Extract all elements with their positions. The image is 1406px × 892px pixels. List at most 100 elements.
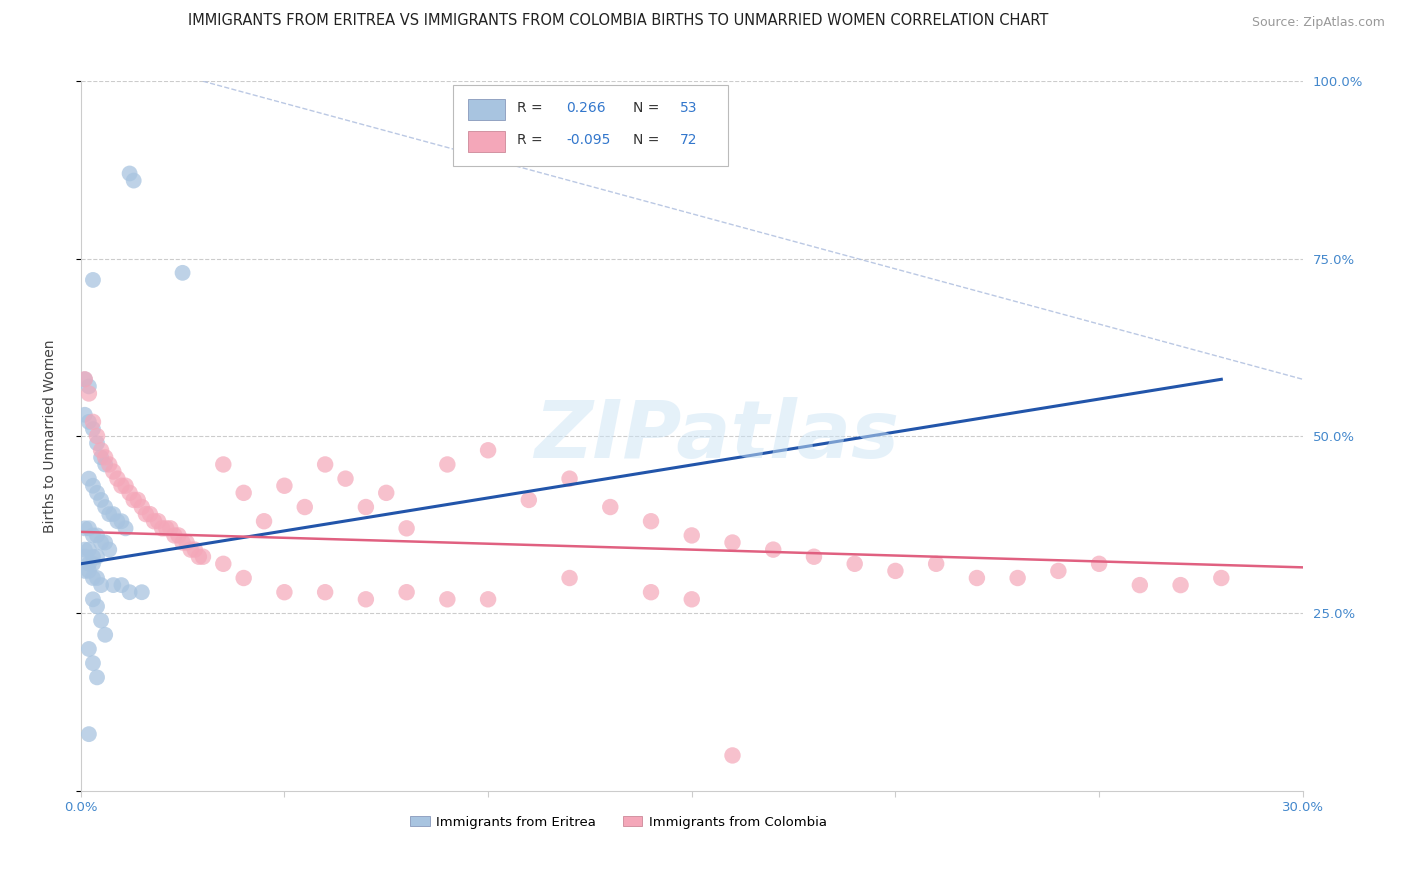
Y-axis label: Births to Unmarried Women: Births to Unmarried Women bbox=[44, 339, 58, 533]
Point bbox=[82, 557, 104, 571]
Point bbox=[925, 557, 948, 571]
Point bbox=[167, 528, 190, 542]
Point bbox=[77, 521, 100, 535]
Point bbox=[82, 528, 104, 542]
Point bbox=[640, 514, 662, 528]
Point bbox=[354, 592, 377, 607]
Point bbox=[94, 628, 117, 642]
Point bbox=[395, 521, 418, 535]
Point bbox=[90, 450, 112, 465]
Point bbox=[681, 592, 703, 607]
Point bbox=[159, 521, 181, 535]
Text: 53: 53 bbox=[679, 101, 697, 115]
Point bbox=[86, 486, 108, 500]
Point bbox=[354, 500, 377, 514]
Point bbox=[77, 386, 100, 401]
Point bbox=[110, 578, 132, 592]
Text: N =: N = bbox=[633, 133, 659, 147]
Point bbox=[82, 273, 104, 287]
Point bbox=[395, 585, 418, 599]
Point bbox=[86, 528, 108, 542]
Point bbox=[114, 479, 136, 493]
Point bbox=[77, 564, 100, 578]
Point bbox=[1047, 564, 1070, 578]
Point bbox=[86, 599, 108, 614]
Point bbox=[82, 479, 104, 493]
Point bbox=[94, 450, 117, 465]
Point bbox=[98, 507, 121, 521]
Point bbox=[131, 500, 153, 514]
Point bbox=[114, 521, 136, 535]
Point bbox=[98, 542, 121, 557]
Point bbox=[103, 578, 125, 592]
Point bbox=[163, 528, 186, 542]
Point bbox=[184, 542, 207, 557]
FancyBboxPatch shape bbox=[454, 85, 728, 167]
Point bbox=[122, 492, 145, 507]
Point bbox=[110, 514, 132, 528]
Point bbox=[77, 557, 100, 571]
Point bbox=[517, 492, 540, 507]
Point bbox=[77, 379, 100, 393]
Point bbox=[294, 500, 316, 514]
Point bbox=[273, 479, 295, 493]
Point bbox=[77, 472, 100, 486]
Point bbox=[131, 585, 153, 599]
Point bbox=[73, 372, 96, 386]
Point bbox=[94, 500, 117, 514]
Point bbox=[436, 458, 458, 472]
Text: -0.095: -0.095 bbox=[565, 133, 610, 147]
Point bbox=[232, 486, 254, 500]
Point bbox=[273, 585, 295, 599]
Point bbox=[139, 507, 162, 521]
Point bbox=[94, 458, 117, 472]
Text: R =: R = bbox=[517, 101, 543, 115]
Point bbox=[721, 535, 744, 549]
Point bbox=[94, 535, 117, 549]
Point bbox=[73, 564, 96, 578]
Point bbox=[191, 549, 214, 564]
Point bbox=[90, 578, 112, 592]
Point bbox=[86, 571, 108, 585]
Point bbox=[1170, 578, 1192, 592]
Point bbox=[375, 486, 398, 500]
Point bbox=[477, 443, 499, 458]
Point bbox=[77, 727, 100, 741]
Point bbox=[187, 549, 209, 564]
Point bbox=[477, 592, 499, 607]
Text: IMMIGRANTS FROM ERITREA VS IMMIGRANTS FROM COLOMBIA BIRTHS TO UNMARRIED WOMEN CO: IMMIGRANTS FROM ERITREA VS IMMIGRANTS FR… bbox=[188, 13, 1049, 29]
Text: 72: 72 bbox=[679, 133, 697, 147]
Point bbox=[155, 521, 177, 535]
Text: Source: ZipAtlas.com: Source: ZipAtlas.com bbox=[1251, 16, 1385, 29]
Point bbox=[118, 166, 141, 180]
Point bbox=[82, 592, 104, 607]
Point bbox=[73, 408, 96, 422]
Point bbox=[90, 535, 112, 549]
Point bbox=[172, 535, 194, 549]
Point bbox=[110, 479, 132, 493]
Point bbox=[762, 542, 785, 557]
Point bbox=[77, 415, 100, 429]
Point bbox=[436, 592, 458, 607]
Point bbox=[150, 521, 173, 535]
Point bbox=[212, 458, 235, 472]
Point bbox=[558, 571, 581, 585]
Point bbox=[884, 564, 907, 578]
Point bbox=[558, 472, 581, 486]
Point bbox=[122, 173, 145, 187]
Legend: Immigrants from Eritrea, Immigrants from Colombia: Immigrants from Eritrea, Immigrants from… bbox=[405, 811, 832, 834]
Point bbox=[172, 266, 194, 280]
Point bbox=[176, 535, 198, 549]
Point bbox=[82, 422, 104, 436]
Text: ZIPatlas: ZIPatlas bbox=[534, 397, 898, 475]
Point bbox=[73, 542, 96, 557]
Point bbox=[86, 429, 108, 443]
Point bbox=[118, 585, 141, 599]
Bar bbox=[468, 131, 505, 153]
Point bbox=[721, 748, 744, 763]
Point bbox=[73, 372, 96, 386]
Text: R =: R = bbox=[517, 133, 543, 147]
Point bbox=[253, 514, 276, 528]
Point bbox=[314, 585, 336, 599]
Point bbox=[77, 542, 100, 557]
